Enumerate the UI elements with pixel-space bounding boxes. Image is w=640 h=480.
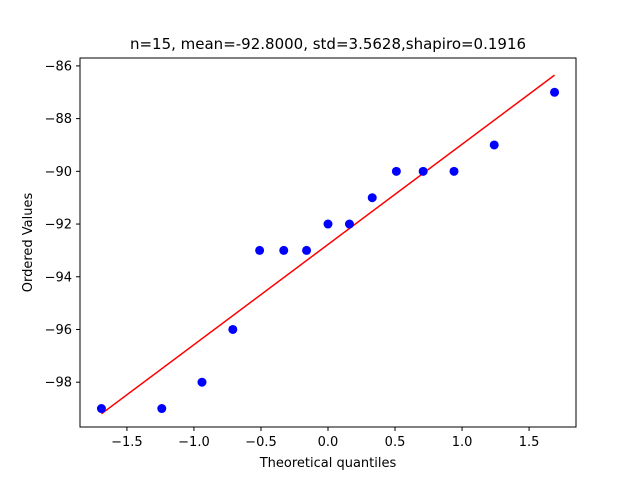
y-tick-label: −98 — [45, 376, 72, 391]
data-point — [255, 245, 265, 255]
x-tick-label: −1.5 — [111, 435, 143, 450]
data-point — [391, 166, 401, 176]
y-tick-label: −86 — [45, 59, 72, 74]
plot-frame — [79, 57, 577, 428]
data-point — [228, 324, 238, 334]
y-axis: −86 −88 −90 −92 −94 −96 −98 — [45, 59, 80, 391]
x-tick-label: −1.0 — [178, 435, 210, 450]
data-point — [323, 219, 333, 229]
y-axis-title: Ordered Values — [21, 193, 36, 293]
y-tick-label: −92 — [45, 218, 72, 233]
data-point — [344, 219, 354, 229]
x-tick-label: 1.0 — [452, 435, 473, 450]
data-point — [418, 166, 428, 176]
x-tick-label: 1.5 — [519, 435, 540, 450]
chart-title: n=15, mean=-92.8000, std=3.5628,shapiro=… — [130, 35, 526, 53]
data-point — [197, 377, 207, 387]
plot-area — [96, 74, 560, 415]
data-point — [367, 193, 377, 203]
fit-line — [100, 74, 556, 415]
x-tick-label: −0.5 — [245, 435, 277, 450]
data-point — [157, 404, 167, 414]
data-point — [279, 245, 289, 255]
data-point — [489, 140, 499, 150]
data-point — [449, 166, 459, 176]
data-point — [550, 87, 560, 97]
data-point — [96, 404, 106, 414]
y-tick-label: −88 — [45, 112, 72, 127]
x-tick-label: 0.5 — [385, 435, 406, 450]
x-tick-label: 0.0 — [318, 435, 339, 450]
x-axis-title: Theoretical quantiles — [259, 456, 397, 471]
data-point — [302, 245, 312, 255]
y-tick-label: −94 — [45, 270, 72, 285]
y-tick-label: −96 — [45, 323, 72, 338]
x-axis: −1.5 −1.0 −0.5 0.0 0.5 1.0 1.5 — [111, 427, 539, 450]
y-tick-label: −90 — [45, 165, 72, 180]
